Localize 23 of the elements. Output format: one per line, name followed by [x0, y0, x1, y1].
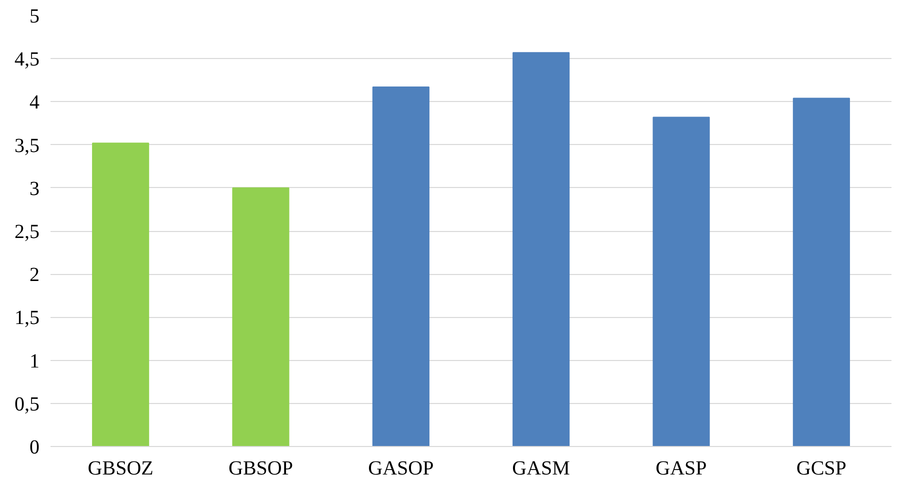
bar	[512, 52, 570, 446]
bar	[372, 86, 430, 446]
x-tick-label: GASM	[512, 458, 570, 480]
x-tick-label: GASOP	[368, 458, 434, 480]
x-tick-label: GBSOP	[228, 458, 293, 480]
y-tick-label: 4,5	[14, 48, 40, 71]
y-tick-label: 0,5	[14, 393, 40, 416]
y-tick-label: 3	[30, 178, 40, 200]
bar	[792, 98, 850, 446]
y-tick-label: 2	[30, 264, 40, 286]
x-tick-label: GCSP	[796, 458, 846, 480]
y-tick-label: 1	[30, 350, 40, 372]
bar	[232, 187, 290, 446]
x-tick-label: GBSOZ	[88, 458, 154, 480]
y-tick-label: 5	[30, 6, 40, 28]
bar	[652, 116, 710, 446]
y-tick-label: 3,5	[14, 134, 40, 157]
y-tick-label: 0	[30, 436, 40, 458]
y-tick-label: 4	[30, 92, 40, 114]
x-tick-label: GASP	[656, 458, 707, 480]
y-tick-label: 1,5	[14, 307, 40, 330]
y-tick-label: 2,5	[14, 221, 40, 243]
bar	[92, 142, 150, 446]
